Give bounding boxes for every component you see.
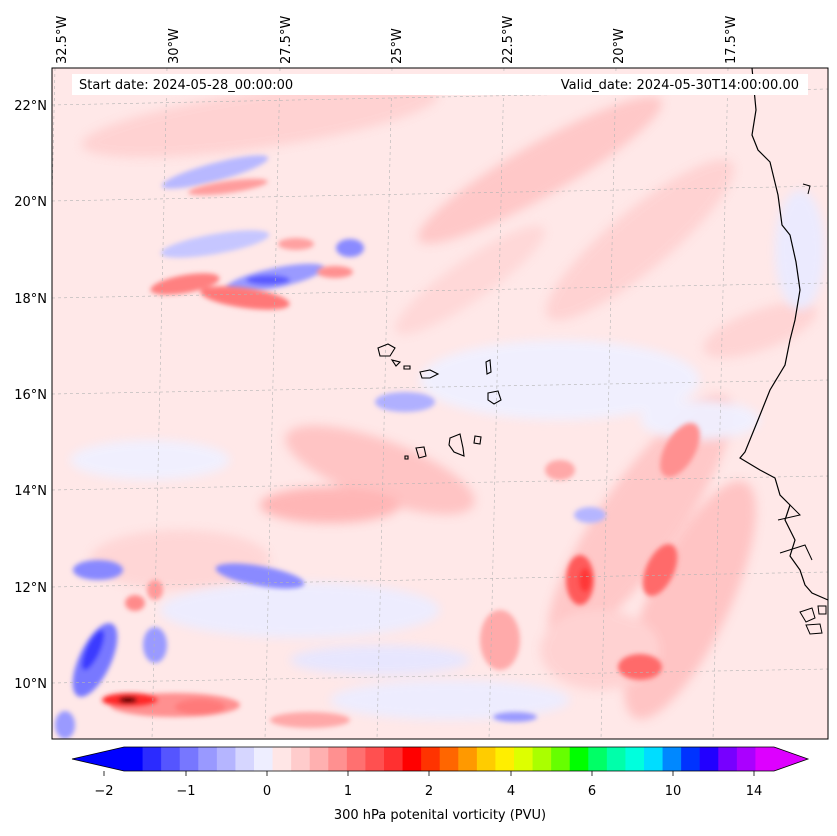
colorbar-outline [71, 746, 810, 772]
lon-label: 27.5°W [279, 16, 294, 64]
colorbar-swatch [161, 747, 181, 771]
date-banner [72, 74, 808, 95]
colorbar-swatch [309, 747, 329, 771]
lat-label: 10°N [14, 677, 47, 692]
cbar-tick: 10 [665, 784, 682, 799]
colorbar-extend-high [774, 747, 808, 771]
cbar-tick: 2 [425, 784, 433, 799]
lon-label: 20°W [612, 28, 627, 64]
lat-label: 20°N [14, 195, 47, 210]
cbar-tick: 14 [746, 784, 763, 799]
colorbar-swatch [718, 747, 738, 771]
colorbar-swatch [198, 747, 218, 771]
colorbar-swatch [235, 747, 255, 771]
colorbar-swatch [588, 747, 608, 771]
colorbar-swatch [681, 747, 701, 771]
map-border [51, 67, 829, 740]
colorbar-swatch [569, 747, 589, 771]
lat-labels: 22°N 20°N 18°N 16°N 14°N 12°N 10°N [14, 99, 47, 692]
pv-field [52, 68, 828, 739]
colorbar-swatch [439, 747, 459, 771]
colorbar-swatch [551, 747, 571, 771]
colorbar [71, 746, 810, 772]
colorbar-swatch [476, 747, 496, 771]
lat-label: 16°N [14, 388, 47, 403]
colorbar-swatch [124, 747, 144, 771]
colorbar-swatch [421, 747, 441, 771]
colorbar-swatch [328, 747, 348, 771]
colorbar-swatch [514, 747, 534, 771]
colorbar-swatch [384, 747, 404, 771]
colorbar-swatch [291, 747, 311, 771]
lon-labels: 32.5°W 30°W 27.5°W 25°W 22.5°W 20°W 17.5… [55, 16, 739, 64]
colorbar-swatch [699, 747, 719, 771]
colorbar-tick-marks [103, 771, 755, 776]
colorbar-swatch [625, 747, 645, 771]
colorbar-swatch [142, 747, 162, 771]
lat-label: 18°N [14, 292, 47, 307]
colorbar-swatch [272, 747, 292, 771]
cape-verde-islands [377, 343, 502, 460]
colorbar-swatch [216, 747, 236, 771]
valid-date-label: Valid_date: 2024-05-30T14:00:00.00 [560, 78, 799, 93]
cbar-tick: 6 [588, 784, 596, 799]
colorbar-ticks: −2 −1 0 1 2 4 6 10 14 [94, 784, 762, 799]
colorbar-swatch [662, 747, 682, 771]
cbar-tick: −2 [94, 784, 113, 799]
cbar-tick: 4 [507, 784, 515, 799]
lon-label: 32.5°W [55, 16, 70, 64]
colorbar-swatch [254, 747, 274, 771]
colorbar-extend-low [72, 747, 124, 771]
lat-label: 22°N [14, 99, 47, 114]
lon-label: 22.5°W [501, 16, 516, 64]
cbar-tick: −1 [176, 784, 195, 799]
red-features [102, 178, 700, 728]
colorbar-swatch [532, 747, 552, 771]
colorbar-title: 300 hPa potenital vorticity (PVU) [333, 808, 547, 823]
lon-label: 17.5°W [724, 16, 739, 64]
lon-label: 30°W [167, 28, 182, 64]
gridlines [52, 68, 828, 739]
start-date-label: Start date: 2024-05-28_00:00:00 [79, 78, 294, 93]
coast-details [777, 183, 827, 635]
colorbar-swatch [179, 747, 199, 771]
west-africa-coastline [739, 68, 828, 601]
colorbar-swatch [495, 747, 515, 771]
lon-label: 25°W [390, 28, 405, 64]
colorbar-swatch [458, 747, 478, 771]
colorbar-swatch [736, 747, 756, 771]
lat-label: 12°N [14, 581, 47, 596]
lat-label: 14°N [14, 484, 47, 499]
cbar-tick: 1 [344, 784, 352, 799]
colorbar-swatch [402, 747, 422, 771]
cbar-tick: 0 [263, 784, 271, 799]
colorbar-swatch [365, 747, 385, 771]
colorbar-swatch [755, 747, 775, 771]
colorbar-swatch [606, 747, 626, 771]
colorbar-swatch [644, 747, 664, 771]
blue-features [55, 155, 606, 739]
colorbar-swatch [346, 747, 366, 771]
